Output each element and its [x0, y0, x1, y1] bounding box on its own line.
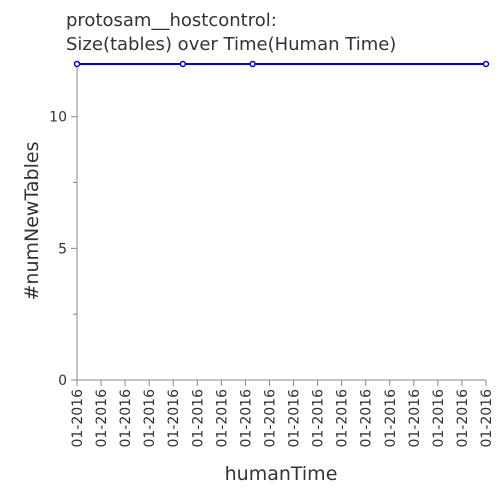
- x-tick-label: 01-2016: [335, 389, 351, 448]
- x-tick-label: 01-2016: [407, 389, 423, 448]
- data-point: [73, 60, 81, 68]
- data-point: [249, 60, 256, 68]
- data-point: [482, 60, 490, 68]
- x-tick-label: 01-2016: [70, 389, 86, 448]
- series-group: [73, 60, 490, 68]
- x-tick-label: 01-2016: [166, 389, 182, 448]
- x-tick-label: 01-2016: [287, 389, 303, 448]
- x-tick-label: 01-2016: [431, 389, 447, 448]
- y-axis-title: #numNewTables: [21, 142, 43, 301]
- x-tick-label: 01-2016: [190, 389, 206, 448]
- x-axis-title: humanTime: [225, 463, 338, 485]
- x-tick-label: 01-2016: [214, 389, 230, 448]
- x-tick-label: 01-2016: [359, 389, 375, 448]
- x-tick-label: 01-2016: [479, 389, 495, 448]
- x-axis-ticks: 01-2016 01-2016 01-2016 01-2016 01-2016 01-20…: [70, 380, 495, 448]
- y-tick-label: 0: [58, 373, 67, 389]
- x-tick-label: 01-2016: [262, 389, 278, 448]
- x-tick-label: 01-2016: [94, 389, 110, 448]
- x-tick-label: 01-2016: [455, 389, 471, 448]
- x-tick-label: 01-2016: [238, 389, 254, 448]
- x-tick-label: 01-2016: [383, 389, 399, 448]
- x-tick-label: 01-2016: [142, 389, 158, 448]
- x-tick-label: 01-2016: [118, 389, 134, 448]
- y-tick-label: 5: [58, 241, 67, 257]
- chart-title-line-1: protosam__hostcontrol:: [66, 10, 277, 31]
- y-tick-label: 10: [49, 110, 67, 126]
- chart-title-line-2: Size(tables) over Time(Human Time): [66, 34, 396, 55]
- data-point: [179, 60, 187, 68]
- y-axis-ticks: 0 5 10: [49, 110, 77, 389]
- x-tick-label: 01-2016: [311, 389, 327, 448]
